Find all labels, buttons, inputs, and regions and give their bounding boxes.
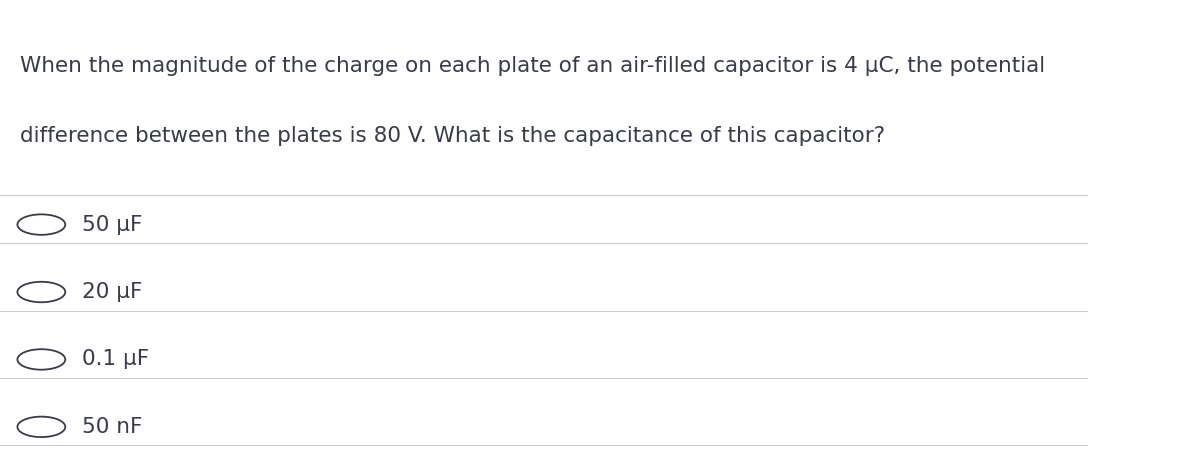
Text: difference between the plates is 80 V. What is the capacitance of this capacitor: difference between the plates is 80 V. W… <box>19 126 884 146</box>
Text: 50 nF: 50 nF <box>82 417 142 437</box>
Text: 20 μF: 20 μF <box>82 282 142 302</box>
Text: 50 μF: 50 μF <box>82 214 142 235</box>
Text: When the magnitude of the charge on each plate of an air-filled capacitor is 4 μ: When the magnitude of the charge on each… <box>19 56 1045 76</box>
Text: 0.1 μF: 0.1 μF <box>82 349 149 370</box>
